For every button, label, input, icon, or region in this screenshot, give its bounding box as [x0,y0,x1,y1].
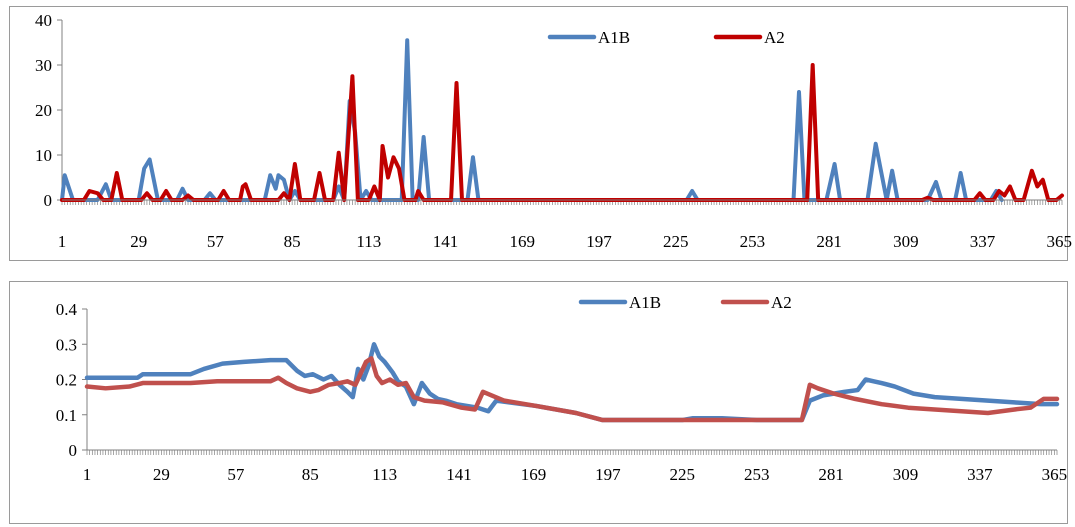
x-tick-label: 85 [284,232,301,251]
legend-label-a1b: A1B [629,293,661,312]
x-tick-label: 169 [510,232,536,251]
y-tick-label: 10 [35,146,52,165]
series-line-a1b [84,342,1060,423]
x-tick-label: 141 [433,232,459,251]
x-tick-label: 281 [816,232,842,251]
series-line-a1b [60,38,1004,202]
y-tick-label: 30 [35,56,52,75]
x-tick-label: 281 [818,465,844,484]
y-tick-label: 0.1 [56,406,77,425]
x-tick-label: 57 [207,232,225,251]
chart-bottom: 0 0.1 0.2 0.3 0.4 1 29 57 85 113 141 169 197 225 253 28… [56,293,1068,484]
series-line-a2 [84,356,1060,423]
x-tick-label: 365 [1047,232,1073,251]
x-tick-label: 309 [893,232,919,251]
x-tick-label: 29 [153,465,170,484]
x-tick-label: 225 [663,232,689,251]
x-tick-label: 1 [58,232,67,251]
x-tick-label: 225 [670,465,696,484]
chart-panel-top: 0 10 20 30 40 1 29 57 85 113 141 169 197 225 253 281 309… [9,6,1072,261]
legend-label-a1b: A1B [598,28,630,47]
x-tick-label: 337 [970,232,996,251]
x-tick-label: 29 [130,232,147,251]
x-day-ticks [86,450,1058,455]
x-tick-label: 197 [595,465,621,484]
y-tick-label: 0 [69,441,78,460]
y-tick-label: 0.4 [56,300,78,319]
chart-top: 0 10 20 30 40 1 29 57 85 113 141 169 197 225 253 281 309… [35,11,1072,251]
y-tick-label: 40 [35,11,52,30]
x-tick-label: 309 [893,465,919,484]
x-tick-label: 1 [83,465,92,484]
series-line-a2 [60,63,1064,202]
x-tick-label: 365 [1042,465,1068,484]
y-tick-label: 0 [44,191,53,210]
x-tick-label: 253 [744,465,770,484]
x-tick-label: 197 [586,232,612,251]
y-tick-label: 0.3 [56,335,77,354]
y-tick-label: 0.2 [56,371,77,390]
x-tick-label: 113 [356,232,381,251]
x-day-ticks [61,200,1063,205]
x-tick-label: 337 [967,465,993,484]
chart-panel-bottom: 0 0.1 0.2 0.3 0.4 1 29 57 85 113 141 169 197 225 253 28… [9,281,1068,524]
y-tick-label: 20 [35,101,52,120]
legend-label-a2: A2 [771,293,792,312]
x-tick-label: 57 [227,465,245,484]
x-tick-label: 253 [740,232,766,251]
x-tick-label: 141 [446,465,472,484]
x-tick-label: 169 [521,465,547,484]
x-tick-label: 113 [372,465,397,484]
x-tick-label: 85 [302,465,319,484]
legend-label-a2: A2 [764,28,785,47]
